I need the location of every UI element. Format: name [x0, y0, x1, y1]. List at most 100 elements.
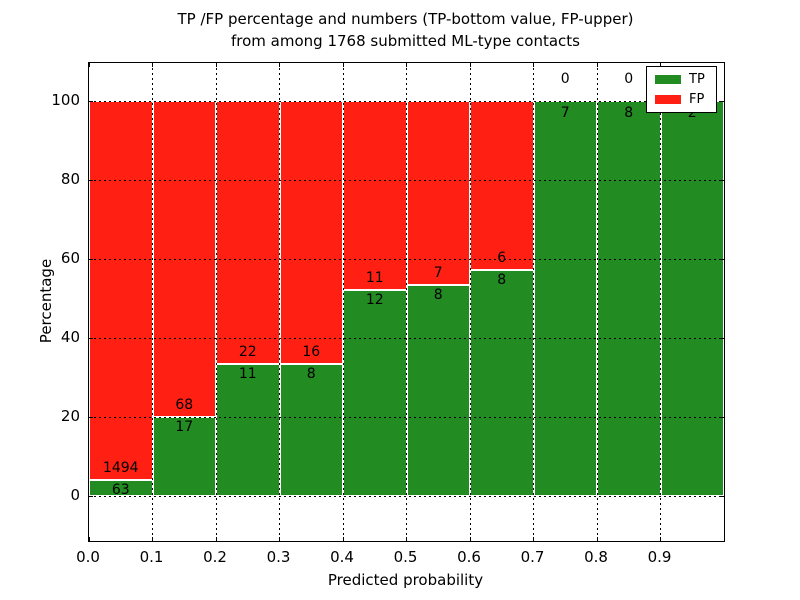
- bar-tp-segment: [597, 101, 661, 496]
- tp-count-label: 11: [238, 366, 257, 383]
- tp-count-label: 8: [433, 287, 443, 304]
- chart-title-line1: TP /FP percentage and numbers (TP-bottom…: [177, 10, 634, 28]
- y-tick-right: [720, 258, 724, 260]
- y-tick-label: 40: [60, 328, 80, 346]
- bar-tp-segment: [660, 101, 724, 496]
- bar-fp-segment: [406, 101, 470, 286]
- fp-count-label: 0: [624, 71, 634, 87]
- x-tick-bottom: [596, 537, 598, 541]
- x-tick-bottom: [406, 537, 407, 541]
- fp-count-label: 11: [365, 269, 384, 286]
- tp-count-label: 63: [111, 482, 130, 499]
- y-tick-label: 0: [70, 486, 80, 504]
- gridline-x: [660, 63, 661, 541]
- fp-color-swatch: [655, 95, 681, 104]
- x-tick-bottom: [469, 537, 471, 541]
- tp-count-label: 12: [365, 291, 384, 308]
- y-tick-label: 60: [60, 249, 80, 267]
- x-tick-top: [342, 63, 344, 67]
- x-tick-top: [279, 63, 280, 67]
- legend-label-tp: TP: [689, 72, 705, 87]
- x-tick-top: [152, 63, 153, 67]
- x-tick-bottom: [152, 537, 153, 541]
- fp-count-label: 1494: [102, 460, 139, 477]
- bar-fp-segment: [343, 101, 407, 290]
- y-tick-left: [89, 495, 93, 497]
- x-tick-label: 0.3: [266, 548, 291, 566]
- y-tick-right: [720, 337, 724, 339]
- x-tick-top: [723, 63, 725, 67]
- tp-count-label: 8: [306, 366, 316, 383]
- x-tick-label: 0.8: [584, 548, 608, 566]
- x-tick-label: 0.1: [139, 548, 164, 566]
- x-tick-top: [596, 63, 598, 67]
- fp-count-label: 0: [560, 71, 570, 87]
- tp-color-swatch: [655, 75, 681, 84]
- y-tick-right: [720, 416, 724, 418]
- bar-tp-segment: [343, 289, 407, 496]
- x-tick-bottom: [215, 537, 217, 541]
- gridline-x: [533, 63, 534, 541]
- x-tick-label: 0.2: [203, 548, 227, 566]
- x-tick-label: 0.5: [393, 548, 418, 566]
- bar-fp-segment: [89, 101, 153, 481]
- x-tick-top: [88, 63, 90, 67]
- plot-area: 1494636817221116811127868070802: [88, 62, 725, 542]
- y-tick-label: 80: [60, 170, 80, 188]
- tp-count-label: 2: [687, 105, 697, 121]
- y-tick-right: [720, 179, 724, 181]
- tp-count-label: 8: [497, 272, 507, 289]
- x-tick-top: [215, 63, 217, 67]
- chart-title: TP /FP percentage and numbers (TP-bottom…: [88, 8, 723, 52]
- chart-title-line2: from among 1768 submitted ML-type contac…: [231, 32, 580, 50]
- y-tick-left: [89, 258, 93, 260]
- fp-count-label: 7: [433, 265, 443, 282]
- bar-tp-segment: [216, 364, 280, 496]
- x-tick-label: 0.6: [457, 548, 481, 566]
- y-tick-left: [89, 100, 93, 102]
- y-tick-right: [720, 100, 724, 102]
- bar-tp-segment: [406, 285, 470, 496]
- x-axis-label: Predicted probability: [327, 571, 484, 589]
- legend-entry-fp: FP: [655, 93, 705, 106]
- tp-count-label: 7: [560, 105, 570, 121]
- x-tick-bottom: [533, 537, 534, 541]
- legend-entry-tp: TP: [655, 73, 705, 86]
- bar-fp-segment: [216, 101, 280, 365]
- x-tick-top: [533, 63, 534, 67]
- y-tick-label: 100: [51, 91, 80, 109]
- bar-tp-segment: [279, 364, 343, 496]
- bar-fp-segment: [470, 101, 534, 271]
- gridline-x: [279, 63, 280, 541]
- gridline-x: [469, 63, 471, 541]
- x-tick-bottom: [723, 537, 725, 541]
- x-tick-label: 0.0: [76, 548, 100, 566]
- bar-tp-segment: [152, 417, 216, 496]
- gridline-x: [342, 63, 344, 541]
- x-tick-bottom: [88, 537, 90, 541]
- x-tick-top: [469, 63, 471, 67]
- x-tick-bottom: [279, 537, 280, 541]
- x-tick-label: 0.7: [520, 548, 545, 566]
- y-tick-label: 20: [60, 407, 80, 425]
- y-tick-left: [89, 416, 93, 418]
- fp-count-label: 6: [497, 250, 507, 267]
- x-tick-top: [660, 63, 661, 67]
- x-tick-top: [406, 63, 407, 67]
- legend-label-fp: FP: [689, 92, 705, 107]
- x-tick-label: 0.9: [647, 548, 672, 566]
- fp-count-label: 16: [302, 344, 321, 361]
- fp-count-label: 68: [175, 397, 194, 413]
- bar-tp-segment: [533, 101, 597, 496]
- x-tick-label: 0.4: [330, 548, 354, 566]
- tp-count-label: 8: [624, 105, 634, 121]
- y-tick-left: [89, 337, 93, 339]
- x-tick-bottom: [660, 537, 661, 541]
- x-tick-bottom: [342, 537, 344, 541]
- y-tick-right: [720, 495, 724, 497]
- fp-count-label: 22: [238, 344, 257, 361]
- gridline-x: [152, 63, 153, 541]
- gridline-x: [406, 63, 407, 541]
- bar-fp-segment: [279, 101, 343, 365]
